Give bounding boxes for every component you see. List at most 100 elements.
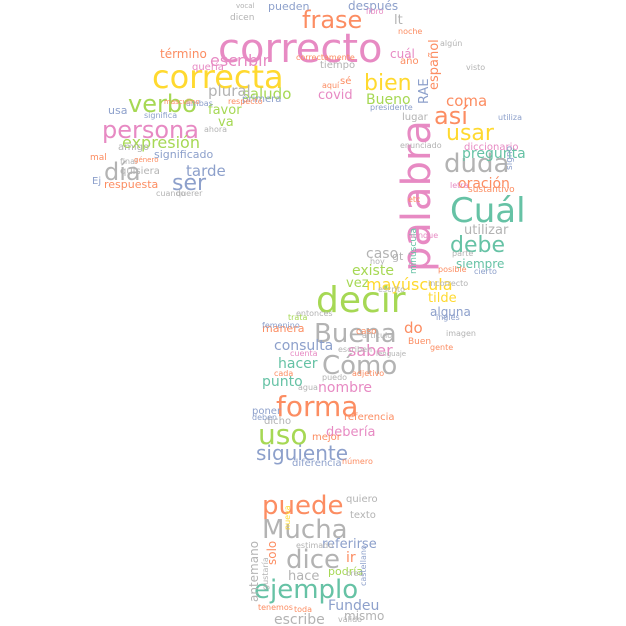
word: femenino: [262, 321, 300, 330]
word: nueva: [283, 505, 292, 530]
word: debe: [450, 233, 505, 258]
word: caso: [356, 327, 377, 337]
word: respuesta: [104, 178, 158, 191]
word: cierto: [474, 267, 497, 276]
word: significa: [144, 111, 177, 120]
word: do: [404, 319, 423, 337]
word: signo: [505, 145, 515, 170]
word: sustantivo: [468, 185, 515, 195]
word: Fundeu: [328, 598, 379, 614]
word: plural: [208, 82, 251, 100]
word: siguiente: [256, 441, 348, 465]
word: Cómo: [322, 351, 397, 381]
word: referencia: [344, 412, 395, 423]
word: querer: [176, 189, 203, 198]
word: mayúscula: [366, 275, 453, 294]
word: tiempo: [320, 60, 355, 71]
word: género: [134, 156, 159, 164]
word: así: [434, 102, 469, 130]
word: RAE: [417, 78, 432, 104]
word: cuando: [156, 189, 186, 198]
word: noche: [398, 27, 422, 36]
word: visto: [466, 63, 485, 72]
word: decir: [316, 280, 406, 321]
word: escribe: [274, 612, 325, 626]
word: mal: [90, 153, 107, 163]
word: final: [120, 157, 137, 166]
word: cada: [274, 369, 293, 378]
word: ir: [346, 550, 356, 566]
word: oración: [458, 176, 510, 192]
word: correctamente: [296, 53, 355, 62]
word: ser: [172, 171, 207, 196]
word: inglés: [436, 312, 460, 322]
word: existe: [352, 263, 394, 279]
word: mismo: [344, 609, 384, 623]
word: año: [400, 56, 419, 67]
word: cuenta: [290, 349, 318, 358]
word: Bueno: [366, 92, 411, 108]
word: hoy: [370, 257, 385, 266]
word: manera: [262, 322, 304, 335]
word: tilde: [428, 291, 457, 306]
word: lt: [394, 13, 403, 28]
word: dicho: [264, 416, 291, 427]
word: ambas: [186, 99, 213, 108]
word: incorrecto: [428, 279, 468, 288]
word: alguna: [430, 305, 471, 319]
word: siempre: [456, 257, 504, 271]
word: correcto: [218, 26, 383, 72]
word: tenemos: [258, 603, 293, 612]
word: presidente: [370, 103, 413, 112]
word: coma: [446, 92, 487, 110]
word: castellano: [359, 545, 368, 586]
word: masculino: [164, 98, 200, 106]
word: gente: [430, 343, 453, 352]
word: dicen: [230, 13, 254, 23]
word: día: [104, 158, 141, 186]
word: puedo: [322, 373, 347, 382]
word: vocal: [236, 2, 255, 10]
word: saber: [348, 341, 393, 360]
word: usar: [446, 121, 495, 146]
word: correcta: [152, 58, 284, 96]
word: caso: [366, 246, 398, 262]
word: mejor: [312, 432, 342, 443]
word: expresión: [122, 133, 200, 152]
word: escribir: [210, 51, 270, 70]
word: bien: [364, 71, 412, 96]
word: tarde: [186, 162, 226, 180]
word: agua: [298, 383, 318, 392]
word: ahora: [204, 125, 227, 134]
word: persona: [102, 116, 199, 144]
word: referirse: [322, 537, 377, 552]
word: Mucha: [262, 515, 348, 545]
word: podría: [328, 565, 363, 578]
word: gt: [392, 250, 404, 263]
word: forma: [276, 390, 358, 423]
word: escrito: [378, 285, 405, 294]
word: sé: [340, 75, 351, 87]
word: entonces: [296, 309, 333, 318]
word: enunciado: [400, 141, 442, 150]
word: aunque: [408, 231, 438, 240]
word: aquí: [322, 81, 340, 90]
word: saludo: [242, 85, 291, 103]
word: nombre: [318, 380, 372, 396]
word: usa: [108, 104, 127, 117]
word: estimado: [296, 541, 333, 550]
word: posible: [438, 265, 467, 274]
word: Ej: [92, 176, 101, 187]
word: hacer: [278, 356, 318, 372]
word: escriben: [338, 345, 372, 354]
word: uso: [258, 418, 307, 451]
word: lugar: [402, 112, 429, 123]
word: antemano: [247, 541, 261, 602]
word: texto: [350, 510, 376, 521]
word: algún: [440, 39, 462, 48]
word: etc: [408, 195, 420, 204]
word: cuál: [390, 47, 415, 61]
word: español: [427, 39, 442, 90]
word: letra: [450, 181, 469, 190]
